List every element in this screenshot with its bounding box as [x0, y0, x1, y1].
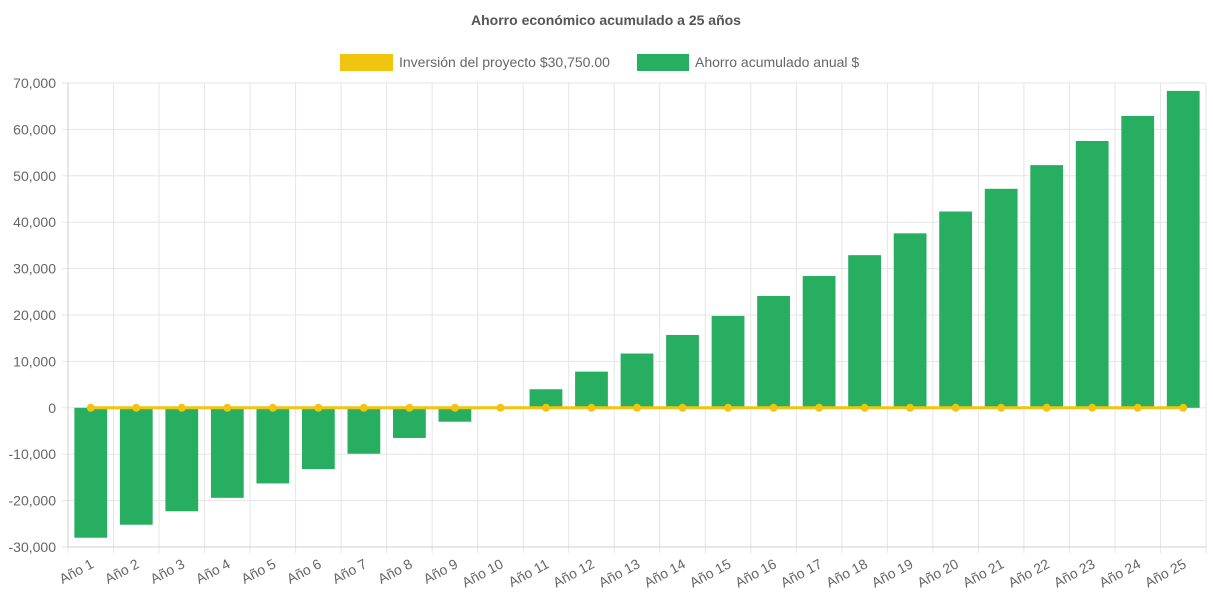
bar-savings[interactable]	[393, 407, 426, 438]
x-tick-label: Año 22	[1005, 555, 1052, 590]
investment-point[interactable]	[177, 403, 186, 412]
x-tick-label: Año 4	[193, 555, 233, 586]
legend: Inversión del proyecto $30,750.00 Ahorro…	[340, 54, 859, 71]
x-tick-label: Año 10	[459, 555, 506, 590]
x-tick-label: Año 7	[329, 555, 369, 586]
bars	[74, 90, 1200, 538]
investment-point[interactable]	[724, 403, 733, 412]
bar-savings[interactable]	[301, 407, 335, 470]
investment-point[interactable]	[769, 403, 778, 412]
investment-point[interactable]	[268, 403, 277, 412]
bar-savings[interactable]	[74, 407, 108, 538]
investment-point[interactable]	[541, 403, 550, 412]
bar-savings[interactable]	[575, 371, 608, 408]
x-tick-label: Año 14	[641, 555, 688, 590]
x-tick-label: Año 3	[147, 555, 187, 586]
bar-savings[interactable]	[620, 353, 654, 408]
y-tick-label: 70,000	[13, 75, 56, 91]
bar-savings[interactable]	[984, 188, 1018, 408]
x-tick-label: Año 21	[960, 555, 1007, 590]
investment-point[interactable]	[860, 403, 869, 412]
y-tick-label: 30,000	[13, 261, 56, 277]
bar-savings[interactable]	[711, 315, 745, 408]
bar-savings[interactable]	[1166, 90, 1200, 408]
investment-point[interactable]	[1133, 403, 1142, 412]
x-tick-label: Año 15	[687, 555, 734, 590]
investment-point[interactable]	[815, 403, 824, 412]
bar-savings[interactable]	[757, 295, 790, 408]
bar-savings[interactable]	[1030, 165, 1064, 408]
x-tick-label: Año 25	[1142, 555, 1189, 590]
x-tick-label: Año 8	[375, 555, 415, 586]
x-tick-label: Año 11	[506, 555, 552, 590]
bar-savings[interactable]	[256, 407, 290, 484]
x-tick-label: Año 17	[778, 555, 825, 590]
bar-savings[interactable]	[347, 407, 381, 454]
x-tick-label: Año 19	[869, 555, 916, 590]
investment-point[interactable]	[997, 403, 1006, 412]
x-tick-label: Año 1	[56, 555, 96, 586]
investment-point[interactable]	[359, 403, 368, 412]
y-tick-label: 60,000	[13, 121, 56, 137]
x-tick-label: Año 5	[238, 555, 278, 586]
y-axis-ticks: -30,000 -20,000 -10,000 0 10,000 20,000 30,000…	[9, 75, 57, 555]
bar-savings[interactable]	[939, 211, 973, 408]
bar-savings[interactable]	[438, 407, 472, 422]
bar-savings[interactable]	[1121, 115, 1155, 408]
investment-point[interactable]	[405, 403, 414, 412]
bar-savings[interactable]	[119, 407, 153, 525]
x-axis-ticks: Año 1 Año 2 Año 3 Año 4 Año 5 Año 6 Año 7 Año 8…	[56, 555, 1188, 590]
x-tick-label: Año 6	[284, 555, 324, 586]
bar-savings[interactable]	[893, 233, 927, 408]
legend-swatch-investment[interactable]	[340, 54, 393, 71]
investment-point[interactable]	[314, 403, 323, 412]
investment-line	[86, 403, 1188, 412]
legend-label-investment[interactable]: Inversión del proyecto $30,750.00	[399, 54, 610, 70]
legend-swatch-savings[interactable]	[637, 54, 689, 71]
bar-savings[interactable]	[802, 276, 836, 408]
y-tick-label: 40,000	[13, 214, 56, 230]
bar-savings[interactable]	[1075, 141, 1109, 408]
investment-point[interactable]	[906, 403, 915, 412]
x-tick-label: Año 2	[102, 555, 142, 586]
bar-savings[interactable]	[529, 389, 563, 408]
grid	[62, 82, 1207, 553]
bar-savings[interactable]	[165, 407, 199, 512]
bar-savings[interactable]	[848, 255, 881, 408]
investment-point[interactable]	[587, 403, 596, 412]
y-tick-label: -30,000	[9, 539, 57, 555]
investment-point[interactable]	[86, 403, 95, 412]
y-tick-label: -10,000	[9, 446, 57, 462]
investment-point[interactable]	[678, 403, 687, 412]
investment-point[interactable]	[951, 403, 960, 412]
y-tick-label: 50,000	[13, 168, 56, 184]
investment-point[interactable]	[223, 403, 232, 412]
chart-title: Ahorro económico acumulado a 25 años	[471, 12, 741, 28]
y-tick-label: 0	[48, 400, 56, 416]
investment-point[interactable]	[1042, 403, 1051, 412]
x-tick-label: Año 18	[823, 555, 870, 590]
y-tick-label: -20,000	[9, 493, 57, 509]
x-tick-label: Año 20	[914, 555, 961, 590]
investment-point[interactable]	[1179, 403, 1188, 412]
x-tick-label: Año 12	[550, 555, 597, 590]
investment-point[interactable]	[450, 403, 459, 412]
x-tick-label: Año 24	[1096, 555, 1143, 590]
x-tick-label: Año 16	[732, 555, 779, 590]
legend-label-savings[interactable]: Ahorro acumulado anual $	[695, 54, 859, 70]
y-tick-label: 20,000	[13, 307, 56, 323]
x-tick-label: Año 9	[421, 555, 461, 586]
investment-point[interactable]	[1088, 403, 1097, 412]
bar-savings[interactable]	[666, 334, 699, 408]
bar-savings[interactable]	[210, 407, 244, 498]
investment-point[interactable]	[132, 403, 141, 412]
x-tick-label: Año 23	[1051, 555, 1098, 590]
y-tick-label: 10,000	[13, 353, 56, 369]
x-tick-label: Año 13	[596, 555, 643, 590]
investment-point[interactable]	[496, 403, 505, 412]
investment-point[interactable]	[633, 403, 641, 412]
